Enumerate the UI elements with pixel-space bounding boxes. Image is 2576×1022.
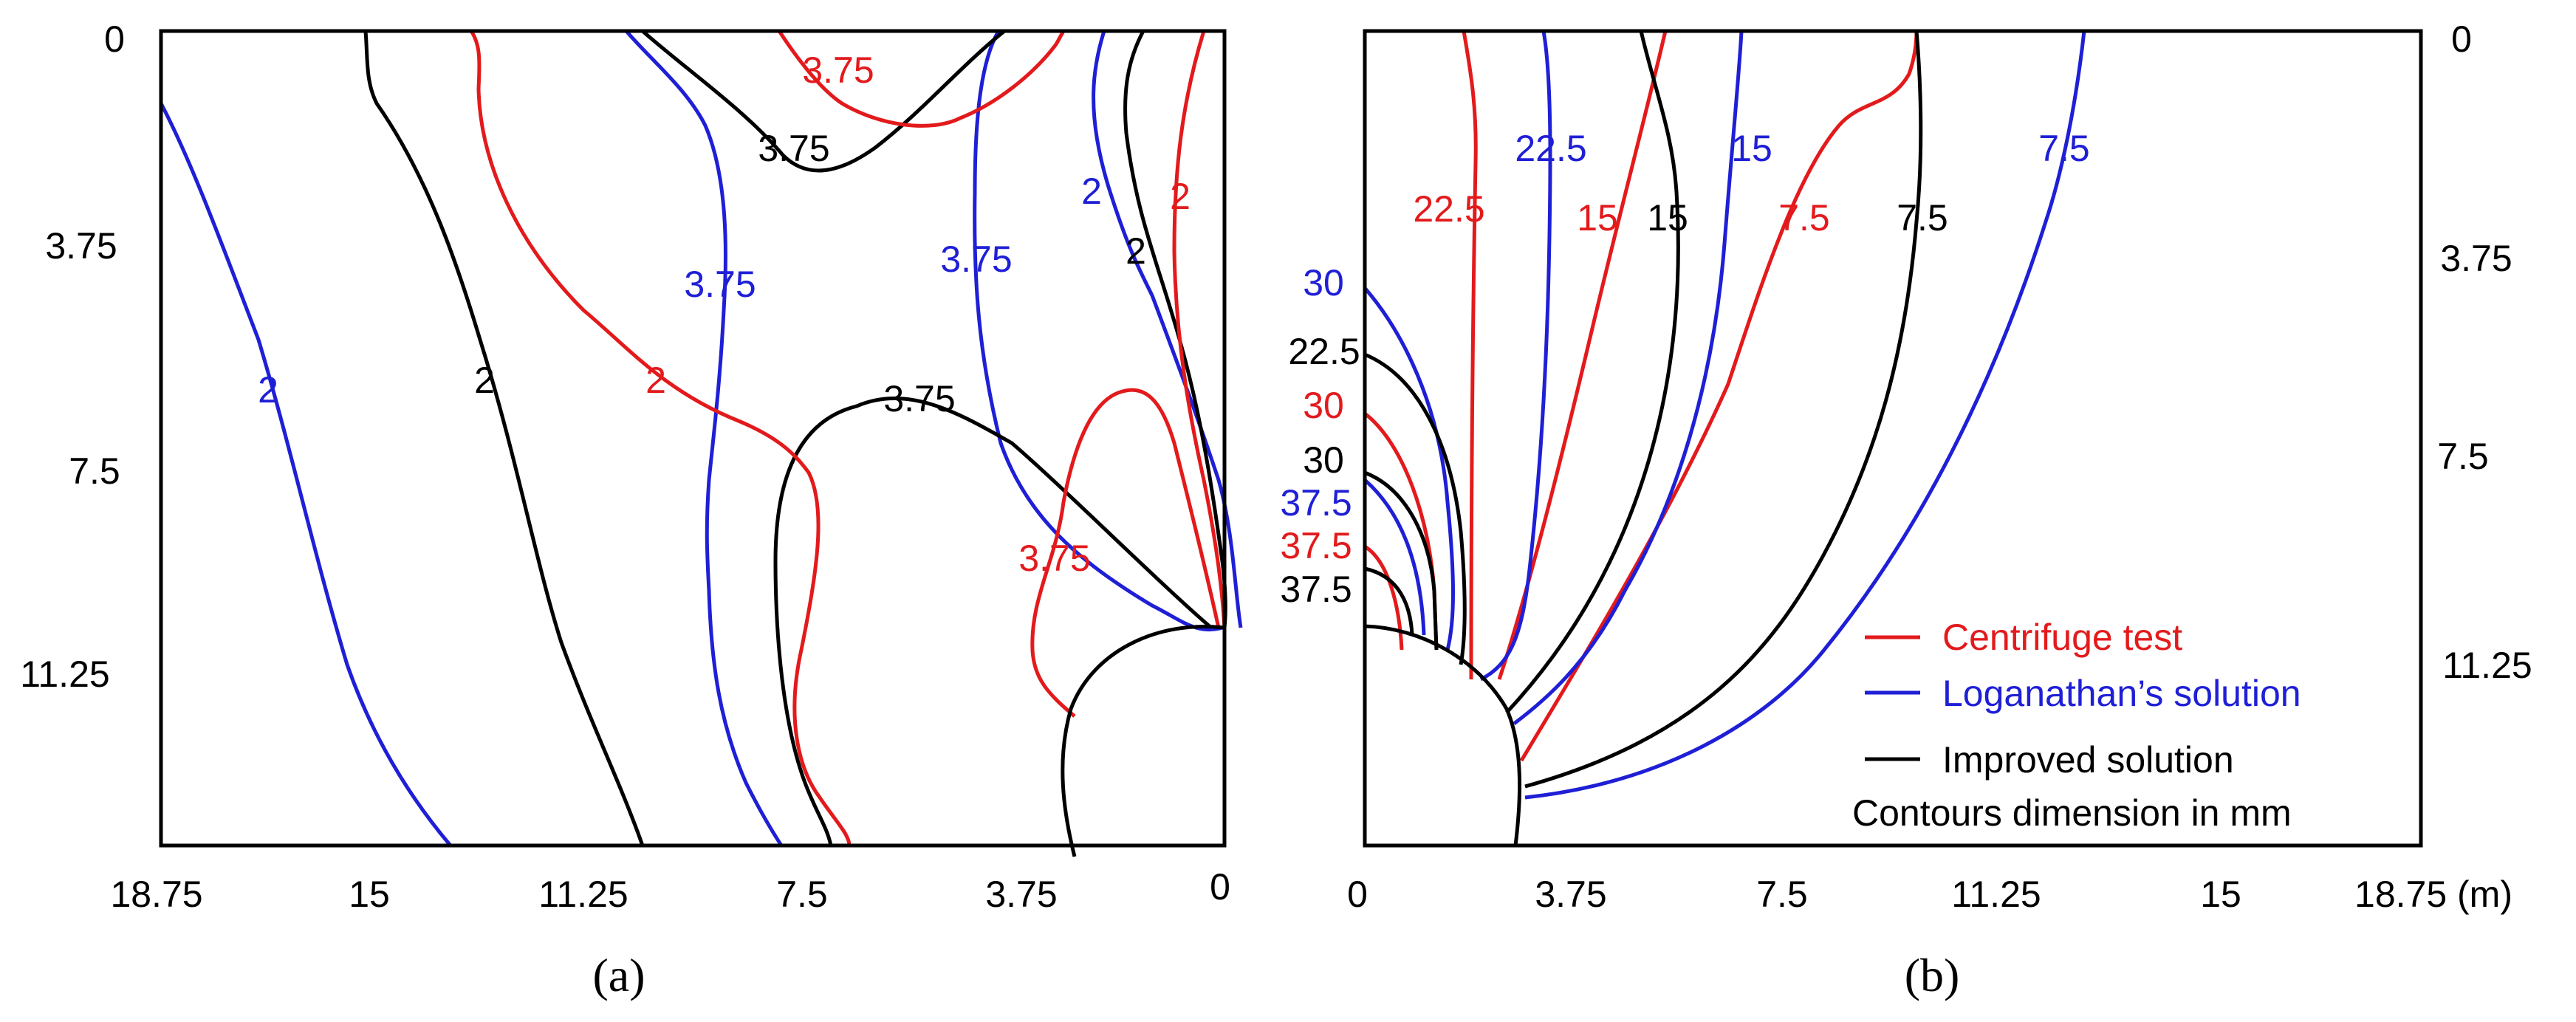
contour-line: [159, 102, 452, 847]
contour-line: [625, 30, 784, 847]
y-tick-label: 7.5: [69, 450, 120, 492]
contour-line: [1364, 470, 1439, 651]
contour-line: [1519, 30, 1919, 762]
contour-line: [1513, 30, 1744, 725]
contour-line: [1524, 30, 2086, 800]
contour-label: 3.75: [802, 49, 874, 91]
contour-label: 3.75: [883, 378, 955, 419]
contour-label: 7.5: [2038, 128, 2090, 169]
y-tick-label: 11.25: [2442, 645, 2532, 686]
panel-b: 22.5 22.5 15 15 15 7.5 7.5 7.5 30 22.5 3…: [1280, 18, 2532, 1001]
x-tick-label: 18.75: [110, 874, 202, 915]
contour-label: 15: [1731, 128, 1772, 169]
contour-line: [1364, 566, 1414, 636]
contour-line: [1092, 30, 1243, 628]
contour-label: 22.5: [1515, 128, 1586, 169]
panel-a-loganathan-contours: [159, 30, 1243, 847]
contour-line: [1462, 30, 1478, 680]
contour-line: [1364, 352, 1467, 665]
contour-line: [363, 30, 645, 846]
contour-line: [1123, 30, 1227, 628]
contour-label: 3.75: [940, 239, 1012, 280]
panel-a: 3.75 3.75 3.75 3.75 2 2 2 2 2 2 3.75 3.7…: [20, 18, 1243, 1001]
contour-label: 37.5: [1280, 525, 1352, 566]
contour-label: 22.5: [1413, 188, 1484, 230]
contour-label: 15: [1577, 197, 1618, 239]
contour-label: 37.5: [1280, 569, 1352, 610]
contour-line: [1524, 30, 1923, 789]
y-tick-label: 0: [104, 18, 125, 60]
panel-a-label: (a): [592, 949, 645, 1001]
x-tick-label: 11.25: [538, 874, 628, 915]
panel-a-contour-labels: 3.75 3.75 3.75 3.75 2 2 2 2 2 2 3.75 3.7…: [258, 49, 1191, 579]
contour-label: 37.5: [1280, 482, 1352, 524]
x-tick-label: 0: [1210, 866, 1230, 908]
panel-a-tunnel-outline: [1061, 625, 1224, 857]
contour-label: 15: [1647, 197, 1688, 239]
x-tick-label: 7.5: [1756, 874, 1808, 915]
x-tick-label: 11.25: [1951, 874, 2041, 915]
contour-line: [1363, 544, 1404, 651]
x-tick-label: 15: [349, 874, 390, 915]
contour-line: [1172, 30, 1227, 628]
contour-label: 3.75: [1018, 538, 1090, 579]
contour-label: 7.5: [1897, 197, 1948, 239]
contour-line: [469, 30, 852, 846]
legend: Centrifuge test Loganathan’s solution Im…: [1852, 617, 2301, 834]
y-tick-label: 3.75: [45, 225, 117, 267]
contour-label: 3.75: [684, 264, 756, 305]
contour-label: 2: [258, 369, 278, 411]
x-tick-label: 3.75: [985, 874, 1057, 915]
contour-label: 2: [474, 360, 495, 401]
contour-label: 30: [1303, 385, 1344, 426]
panel-a-y-ticks: 0 3.75 7.5 11.25: [20, 18, 125, 695]
panel-b-centrifuge-contours: [1363, 30, 1919, 762]
panel-b-contour-labels: 22.5 22.5 15 15 15 7.5 7.5 7.5 30 22.5 3…: [1280, 128, 2089, 610]
x-tick-label: 0: [1347, 874, 1368, 915]
y-tick-label: 3.75: [2440, 238, 2512, 279]
contour-label: 22.5: [1288, 331, 1360, 372]
contour-line: [973, 30, 1223, 632]
panel-b-label: (b): [1905, 949, 1960, 1001]
panel-b-x-ticks: 0 3.75 7.5 11.25 15 18.75 (m): [1347, 874, 2512, 915]
panel-b-improved-contours: [1364, 30, 1923, 789]
contour-label: 2: [1126, 230, 1146, 272]
contour-label: 7.5: [1778, 197, 1830, 239]
contour-label: 3.75: [758, 128, 829, 169]
y-tick-label: 7.5: [2437, 436, 2489, 477]
panel-a-x-ticks: 18.75 15 11.25 7.5 3.75 0: [110, 866, 1230, 915]
legend-note: Contours dimension in mm: [1852, 792, 2292, 834]
legend-label-improved: Improved solution: [1942, 739, 2234, 781]
legend-label-loganathan: Loganathan’s solution: [1942, 673, 2301, 714]
contour-label: 2: [1170, 176, 1191, 217]
contour-label: 30: [1303, 439, 1344, 481]
contour-line: [1363, 287, 1455, 651]
panel-b-y-ticks: 0 3.75 7.5 11.25: [2437, 18, 2532, 686]
x-tick-label: 7.5: [776, 874, 828, 915]
contour-line: [1479, 30, 1552, 682]
contour-line: [641, 30, 1006, 173]
contour-line: [777, 30, 1066, 128]
y-tick-label: 0: [2451, 18, 2472, 60]
x-tick-label: 15: [2200, 874, 2241, 915]
contour-line: [773, 397, 1213, 846]
contour-line: [1497, 30, 1668, 680]
contour-line: [1363, 479, 1426, 636]
panel-b-tunnel-outline: [1364, 624, 1522, 846]
x-tick-label: 3.75: [1535, 874, 1606, 915]
contour-label: 2: [645, 360, 666, 401]
panel-a-centrifuge-contours: [469, 30, 1227, 846]
x-tick-label: 18.75 (m): [2354, 874, 2512, 915]
contour-label: 2: [1081, 171, 1102, 212]
panel-a-frame: [159, 29, 1227, 848]
y-tick-label: 11.25: [20, 654, 109, 695]
panel-b-frame: [1363, 29, 2423, 848]
contour-line: [1030, 388, 1221, 718]
contour-line: [1505, 30, 1680, 714]
panel-b-loganathan-contours: [1363, 30, 2086, 800]
legend-label-centrifuge: Centrifuge test: [1942, 617, 2182, 658]
contour-label: 30: [1303, 262, 1344, 303]
